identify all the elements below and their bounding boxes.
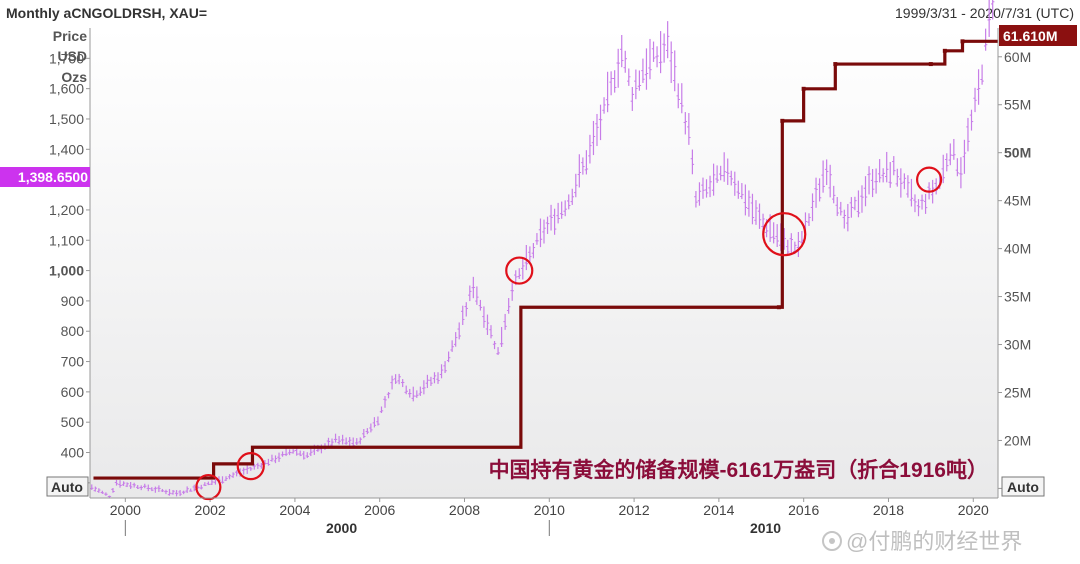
highlight-circle xyxy=(916,166,943,193)
left-tick-label: 1,400 xyxy=(49,141,84,157)
right-tick-label: 20M xyxy=(1004,432,1031,448)
x-tick-label: 2006 xyxy=(364,502,395,518)
right-tick-label: 60M xyxy=(1004,49,1031,65)
chart-title: Monthly aCNGOLDRSH, XAU= xyxy=(6,5,207,21)
plot-background xyxy=(90,28,998,498)
left-tick-label: 600 xyxy=(61,384,85,400)
price-badge xyxy=(0,167,90,187)
left-tick-label: 500 xyxy=(61,414,85,430)
x-tick-label: 2014 xyxy=(703,502,734,518)
right-tick-label: 40M xyxy=(1004,241,1031,257)
x-tick-label: 2012 xyxy=(619,502,650,518)
reserve-marker xyxy=(960,39,965,44)
x-tick-label: 2016 xyxy=(788,502,819,518)
left-tick-label: 1,100 xyxy=(49,232,84,248)
decade-label: 2000 xyxy=(326,520,357,536)
decade-label: 2010 xyxy=(750,520,781,536)
price-badge-label: 1,398.6500 xyxy=(18,169,88,185)
x-tick-label: 2008 xyxy=(449,502,480,518)
highlight-circle xyxy=(195,473,222,501)
reserve-marker xyxy=(833,62,838,67)
reserve-marker xyxy=(776,305,781,310)
right-tick-label: 55M xyxy=(1004,97,1031,113)
right-auto-button[interactable] xyxy=(1001,476,1045,497)
x-tick-label: 2002 xyxy=(195,502,226,518)
x-axis: 2000 2002 2004 2006 2008 2010 2012 2014 2016 2018… xyxy=(110,498,989,536)
x-tick-label: 2018 xyxy=(873,502,904,518)
left-tick-label: 400 xyxy=(61,445,85,461)
reserve-marker xyxy=(801,86,806,91)
left-tick-label: 1,700 xyxy=(49,50,84,66)
left-tick-label: 800 xyxy=(61,323,85,339)
date-range: 1999/3/31 - 2020/7/31 (UTC) xyxy=(895,5,1074,21)
highlight-circle xyxy=(236,452,265,481)
left-auto-label: Auto xyxy=(51,479,83,495)
x-tick-label: 2020 xyxy=(958,502,989,518)
highlight-circle xyxy=(762,212,807,257)
x-tick-label: 2000 xyxy=(110,502,141,518)
left-tick-label: 1,600 xyxy=(49,81,84,97)
right-axis: 15M20M25M30M35M40M45M50M55M60M xyxy=(998,49,1031,496)
right-tick-label: 30M xyxy=(1004,337,1031,353)
left-auto-button[interactable] xyxy=(46,476,89,497)
annotation-text: 中国持有黄金的储备规模-6161万盎司（折合1916吨） xyxy=(489,458,988,482)
highlight-circle xyxy=(505,256,534,285)
reserve-series xyxy=(93,39,998,480)
reserve-badge-label: 61.610M xyxy=(1003,28,1057,44)
left-tick-label: 1,000 xyxy=(49,263,84,279)
right-tick-label: 35M xyxy=(1004,289,1031,305)
reserve-marker xyxy=(928,62,933,67)
x-tick-label: 2010 xyxy=(534,502,565,518)
left-tick-label: 900 xyxy=(61,293,85,309)
reserve-marker xyxy=(780,118,785,123)
weibo-icon-dot xyxy=(829,538,835,544)
reserve-step-line xyxy=(93,39,998,480)
left-unit-line: Price xyxy=(53,28,87,44)
left-tick-label: 700 xyxy=(61,354,85,370)
weibo-icon xyxy=(822,531,842,551)
left-unit-line: USD xyxy=(57,48,87,64)
right-tick-label: 45M xyxy=(1004,193,1031,209)
left-tick-label: 1,200 xyxy=(49,202,84,218)
watermark: @付鹏的财经世界 xyxy=(822,529,1022,554)
highlight-circles xyxy=(195,166,943,501)
left-unit-line: Ozs xyxy=(61,69,87,85)
reserve-marker xyxy=(942,48,947,53)
watermark-text: @付鹏的财经世界 xyxy=(846,529,1022,554)
left-tick-label: 1,500 xyxy=(49,111,84,127)
right-tick-label: 25M xyxy=(1004,384,1031,400)
right-tick-label: 50M xyxy=(1004,145,1031,161)
reserve-badge xyxy=(999,25,1077,46)
left-axis: 3004005006007008009001,0001,1001,2001,30… xyxy=(49,50,90,491)
x-tick-label: 2004 xyxy=(279,502,310,518)
right-auto-label: Auto xyxy=(1007,479,1039,495)
